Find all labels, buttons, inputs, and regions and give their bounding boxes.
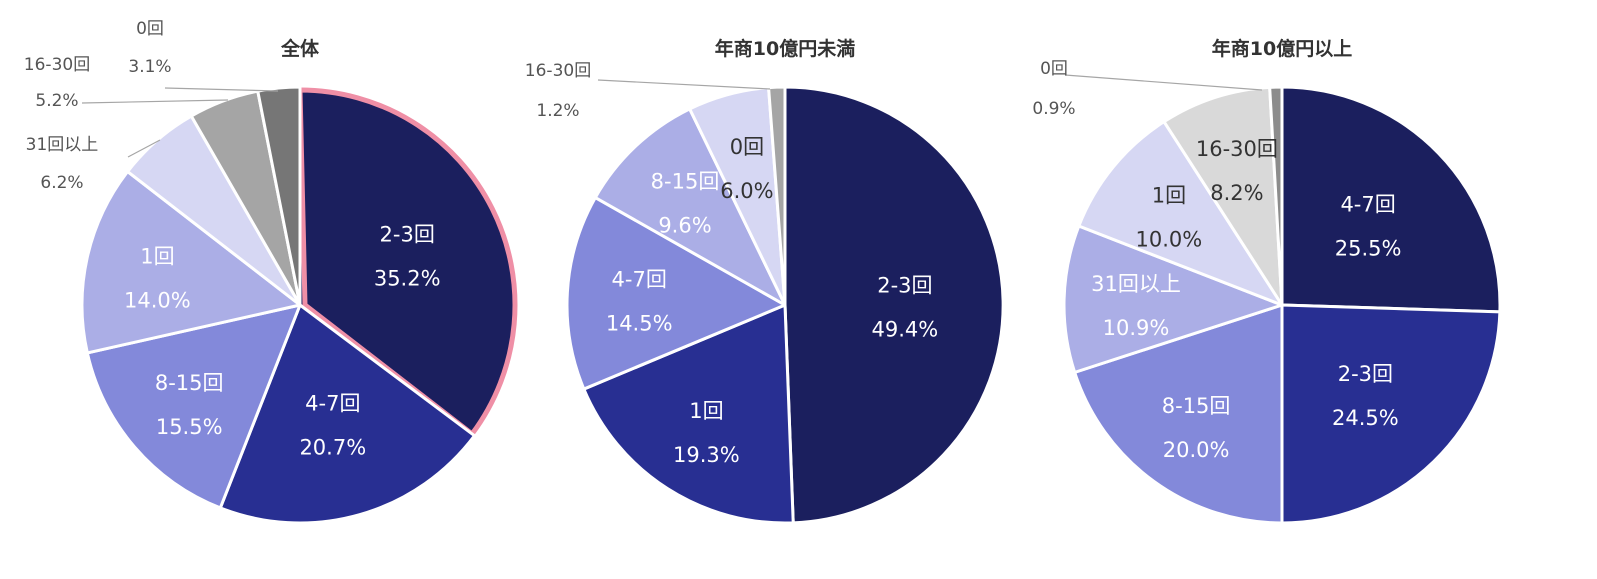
pie-slice [1077,120,1284,307]
pie-slice [256,85,302,307]
leader-line [597,79,771,90]
slice-labels: 2-3回 35.2% 4-7回 20.7% 8-15回 15.5% 1回 14.0% 31回以上… [24,19,441,459]
slice-category-label: 2-3回 [877,274,932,298]
pie-slice [1280,303,1502,525]
pie-slice [767,85,787,307]
slice-category-label: 16-30回 [1196,137,1278,161]
pie-slice [1162,85,1284,307]
pie-chart-over-1b: 年商10億円以上 4-7回 25.5% 2-3回 24.5% 8-15回 20.0% 31回… [1032,37,1502,525]
slice-percent-label: 49.4% [872,318,939,342]
chart-title: 全体 [280,37,320,60]
slice-percent-label: 6.0% [720,179,773,203]
slice-percent-label: 1.2% [536,101,579,121]
pie-slice [1280,85,1502,314]
slice-category-label: 16-30回 [525,61,591,81]
pie-slice [1268,85,1284,307]
chart-title: 年商10億円未満 [715,37,855,60]
slice-category-label: 31回以上 [26,135,99,155]
slice-category-label: 4-7回 [1340,193,1395,217]
slice-percent-label: 35.2% [374,266,441,290]
slice-category-label: 1回 [1152,184,1186,208]
slice-percent-label: 24.5% [1332,406,1399,430]
slice-percent-label: 10.0% [1136,228,1203,252]
slice-percent-label: 20.0% [1163,438,1230,462]
slice-percent-label: 8.2% [1210,181,1263,205]
slice-category-label: 0回 [136,19,164,39]
slice-percent-label: 19.3% [673,443,740,467]
slice-category-label: 4-7回 [305,391,360,415]
pie-slice [593,107,787,307]
slice-percent-label: 9.6% [658,214,711,238]
slice-percent-label: 6.2% [40,173,83,193]
slice-category-label: 0回 [730,135,764,159]
pie-slice [85,303,302,510]
slice-category-label: 8-15回 [1162,394,1231,418]
slice-labels: 4-7回 25.5% 2-3回 24.5% 8-15回 20.0% 31回以上 10.9% 1回… [1032,59,1401,462]
pie-slice [1073,303,1284,525]
slice-percent-label: 25.5% [1335,237,1402,261]
pie-slice [565,196,787,391]
slice-category-label: 31回以上 [1091,272,1181,296]
slice-category-label: 1回 [140,244,174,268]
slice-labels: 2-3回 49.4% 1回 19.3% 4-7回 14.5% 8-15回 9.6% 0回 6.0%… [525,61,938,467]
pie-chart-overall: 全体 2-3回 35.2% 4-7回 20.7% 8-15回 15.5% 1回 14.0% 31… [24,19,520,525]
slice-percent-label: 20.7% [299,435,366,459]
pie-slice [218,303,476,525]
slices [565,85,1005,525]
slice-percent-label: 15.5% [156,415,223,439]
leader-line [1064,74,1263,91]
pie-slice [1062,224,1284,374]
slice-category-label: 8-15回 [155,371,224,395]
slice-percent-label: 3.1% [128,57,171,77]
chart-title: 年商10億円以上 [1212,37,1352,60]
slice-category-label: 2-3回 [1338,362,1393,386]
leader-line [127,139,161,158]
slice-percent-label: 0.9% [1032,99,1075,119]
slices [80,85,520,525]
slice-percent-label: 14.0% [124,288,191,312]
slice-category-label: 2-3回 [380,222,435,246]
pie-chart-under-1b: 年商10億円未満 2-3回 49.4% 1回 19.3% 4-7回 14.5% 8-15回 9… [525,37,1005,525]
leader-line [164,87,279,92]
slice-percent-label: 5.2% [35,91,78,111]
slice-category-label: 4-7回 [612,267,667,291]
slice-category-label: 8-15回 [651,170,720,194]
pie-slice [298,85,520,438]
leader-line [81,99,229,104]
slice-percent-label: 10.9% [1103,316,1170,340]
slice-category-label: 1回 [689,399,723,423]
pie-slice [582,303,795,525]
slice-category-label: 16-30回 [24,55,90,75]
slice-category-label: 0回 [1040,59,1068,79]
pie-slice-highlight [297,87,518,437]
pie-slice [783,85,1005,525]
slices [1062,85,1502,525]
slice-percent-label: 14.5% [606,311,673,335]
pie-slice [80,170,302,355]
